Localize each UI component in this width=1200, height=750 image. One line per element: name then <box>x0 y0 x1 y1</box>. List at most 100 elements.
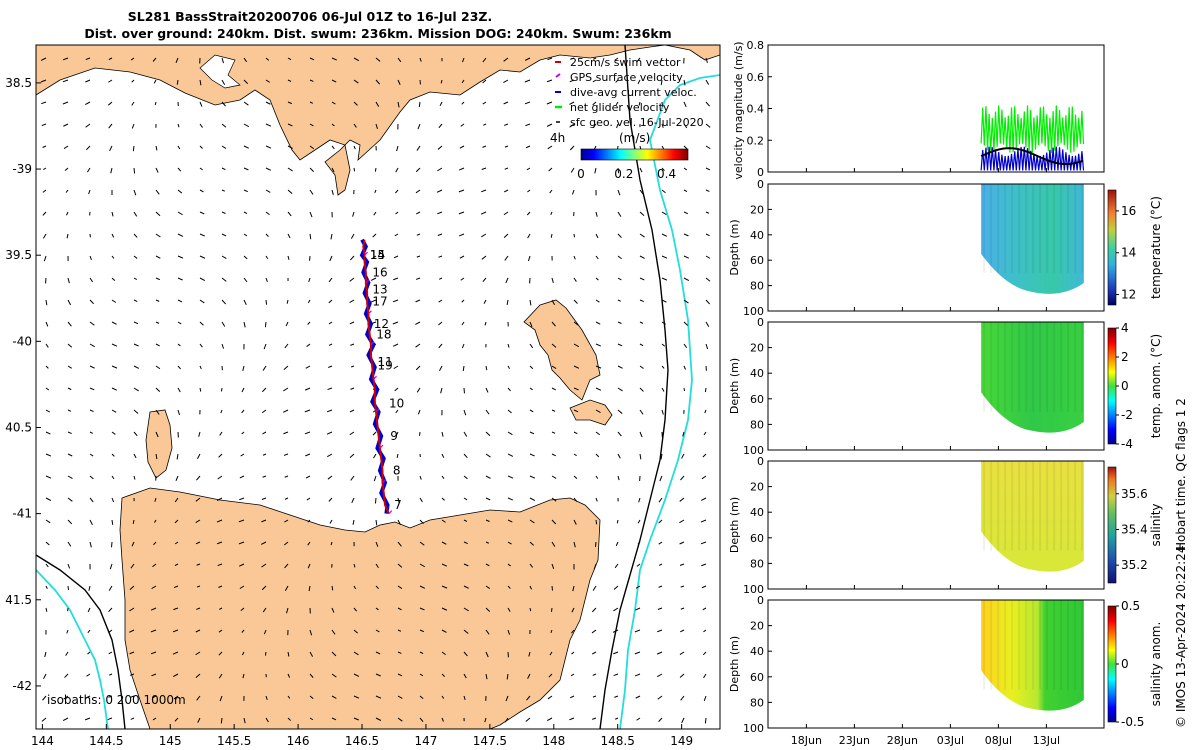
current-arrow <box>195 519 201 523</box>
map-x-tick-label: 147 <box>414 734 437 748</box>
current-arrow <box>547 145 553 150</box>
current-arrow <box>89 475 94 480</box>
current-arrow <box>639 277 645 281</box>
gps-velocity-mark <box>364 251 368 256</box>
current-arrow <box>503 233 509 239</box>
current-arrow <box>657 629 663 633</box>
current-arrow <box>66 211 69 216</box>
current-arrow <box>221 255 227 260</box>
current-arrow <box>569 101 575 105</box>
current-arrow <box>437 167 443 172</box>
current-arrow <box>130 57 135 61</box>
current-arrow <box>221 233 227 237</box>
current-arrow <box>107 717 113 721</box>
current-arrow <box>331 585 334 591</box>
current-arrow <box>591 629 597 634</box>
current-arrow <box>375 123 378 129</box>
current-arrow <box>461 299 465 303</box>
current-arrow <box>481 189 487 193</box>
current-arrow <box>458 211 465 215</box>
current-arrow <box>287 695 291 699</box>
current-arrow <box>438 321 443 326</box>
title-line-2: Dist. over ground: 240km. Dist. swum: 23… <box>84 26 671 41</box>
current-arrow <box>375 717 382 721</box>
y-tick-label: 0.8 <box>747 39 765 52</box>
current-arrow <box>177 211 183 216</box>
current-arrow <box>661 167 665 172</box>
current-arrow <box>84 717 91 721</box>
current-arrow <box>462 365 465 372</box>
current-arrow <box>527 673 531 679</box>
current-arrow <box>571 629 575 634</box>
y-axis-label: Depth (m) <box>728 358 741 414</box>
current-arrow <box>485 453 491 458</box>
current-arrow <box>264 651 267 656</box>
current-arrow <box>441 497 445 501</box>
current-arrow <box>569 123 575 128</box>
current-arrow <box>89 343 95 348</box>
current-arrow <box>485 475 491 479</box>
current-arrow <box>111 453 115 457</box>
current-arrow <box>612 629 619 633</box>
current-arrow <box>551 387 556 391</box>
current-arrow <box>419 607 425 611</box>
current-arrow <box>308 277 311 283</box>
day-label: 12 <box>374 317 389 331</box>
y-tick-label: 80 <box>750 418 764 431</box>
current-arrow <box>133 189 137 196</box>
y-tick-label: 0.2 <box>747 134 765 147</box>
current-arrow <box>133 211 138 217</box>
current-arrow <box>263 629 267 635</box>
legend-gps-marker <box>555 73 561 78</box>
current-arrow <box>505 277 509 284</box>
current-arrow <box>131 101 135 106</box>
current-arrow <box>243 255 248 260</box>
current-arrow <box>441 717 444 722</box>
current-arrow <box>529 343 534 349</box>
current-arrow <box>327 453 333 458</box>
current-arrow <box>327 387 333 391</box>
current-arrow <box>175 475 179 482</box>
current-arrow <box>419 673 424 677</box>
y-axis-label: Depth (m) <box>728 497 741 553</box>
current-arrow <box>639 321 644 324</box>
current-arrow <box>595 387 602 391</box>
current-arrow <box>415 343 421 348</box>
current-arrow <box>353 585 357 590</box>
current-arrow <box>658 563 663 566</box>
current-arrow <box>703 431 707 436</box>
current-arrow <box>108 585 113 591</box>
current-arrow <box>683 211 689 215</box>
current-arrow <box>45 343 49 348</box>
y-tick-label: 100 <box>743 305 764 318</box>
section-panel-3: 0 20 40 60 80 100 Depth (m) 35.2 35.4 35.6salinit… <box>728 455 1163 596</box>
current-arrow <box>683 189 688 193</box>
current-arrow <box>416 255 421 258</box>
current-arrow <box>309 651 314 657</box>
isobath-200m-west <box>36 554 126 729</box>
current-arrow <box>551 299 556 306</box>
current-arrow <box>661 145 665 149</box>
current-arrow <box>639 211 645 217</box>
tasmania-land <box>119 487 601 729</box>
current-arrow <box>67 387 72 391</box>
current-arrow <box>595 321 601 325</box>
current-arrow <box>658 519 663 524</box>
current-arrow <box>613 585 619 590</box>
current-arrow <box>658 541 663 545</box>
colorbar-label: salinity <box>1149 503 1163 546</box>
current-arrow <box>373 211 377 216</box>
current-arrow <box>150 607 157 611</box>
current-arrow <box>86 673 91 677</box>
current-arrow <box>43 255 47 262</box>
current-arrow <box>617 343 623 347</box>
current-arrow <box>683 321 689 326</box>
current-arrow <box>635 585 641 589</box>
current-arrow <box>330 541 333 546</box>
current-arrow <box>287 57 292 61</box>
current-arrow <box>683 299 689 304</box>
current-arrow <box>219 695 223 702</box>
current-arrow <box>526 695 531 701</box>
current-arrow <box>129 629 135 633</box>
current-arrow <box>375 629 380 633</box>
